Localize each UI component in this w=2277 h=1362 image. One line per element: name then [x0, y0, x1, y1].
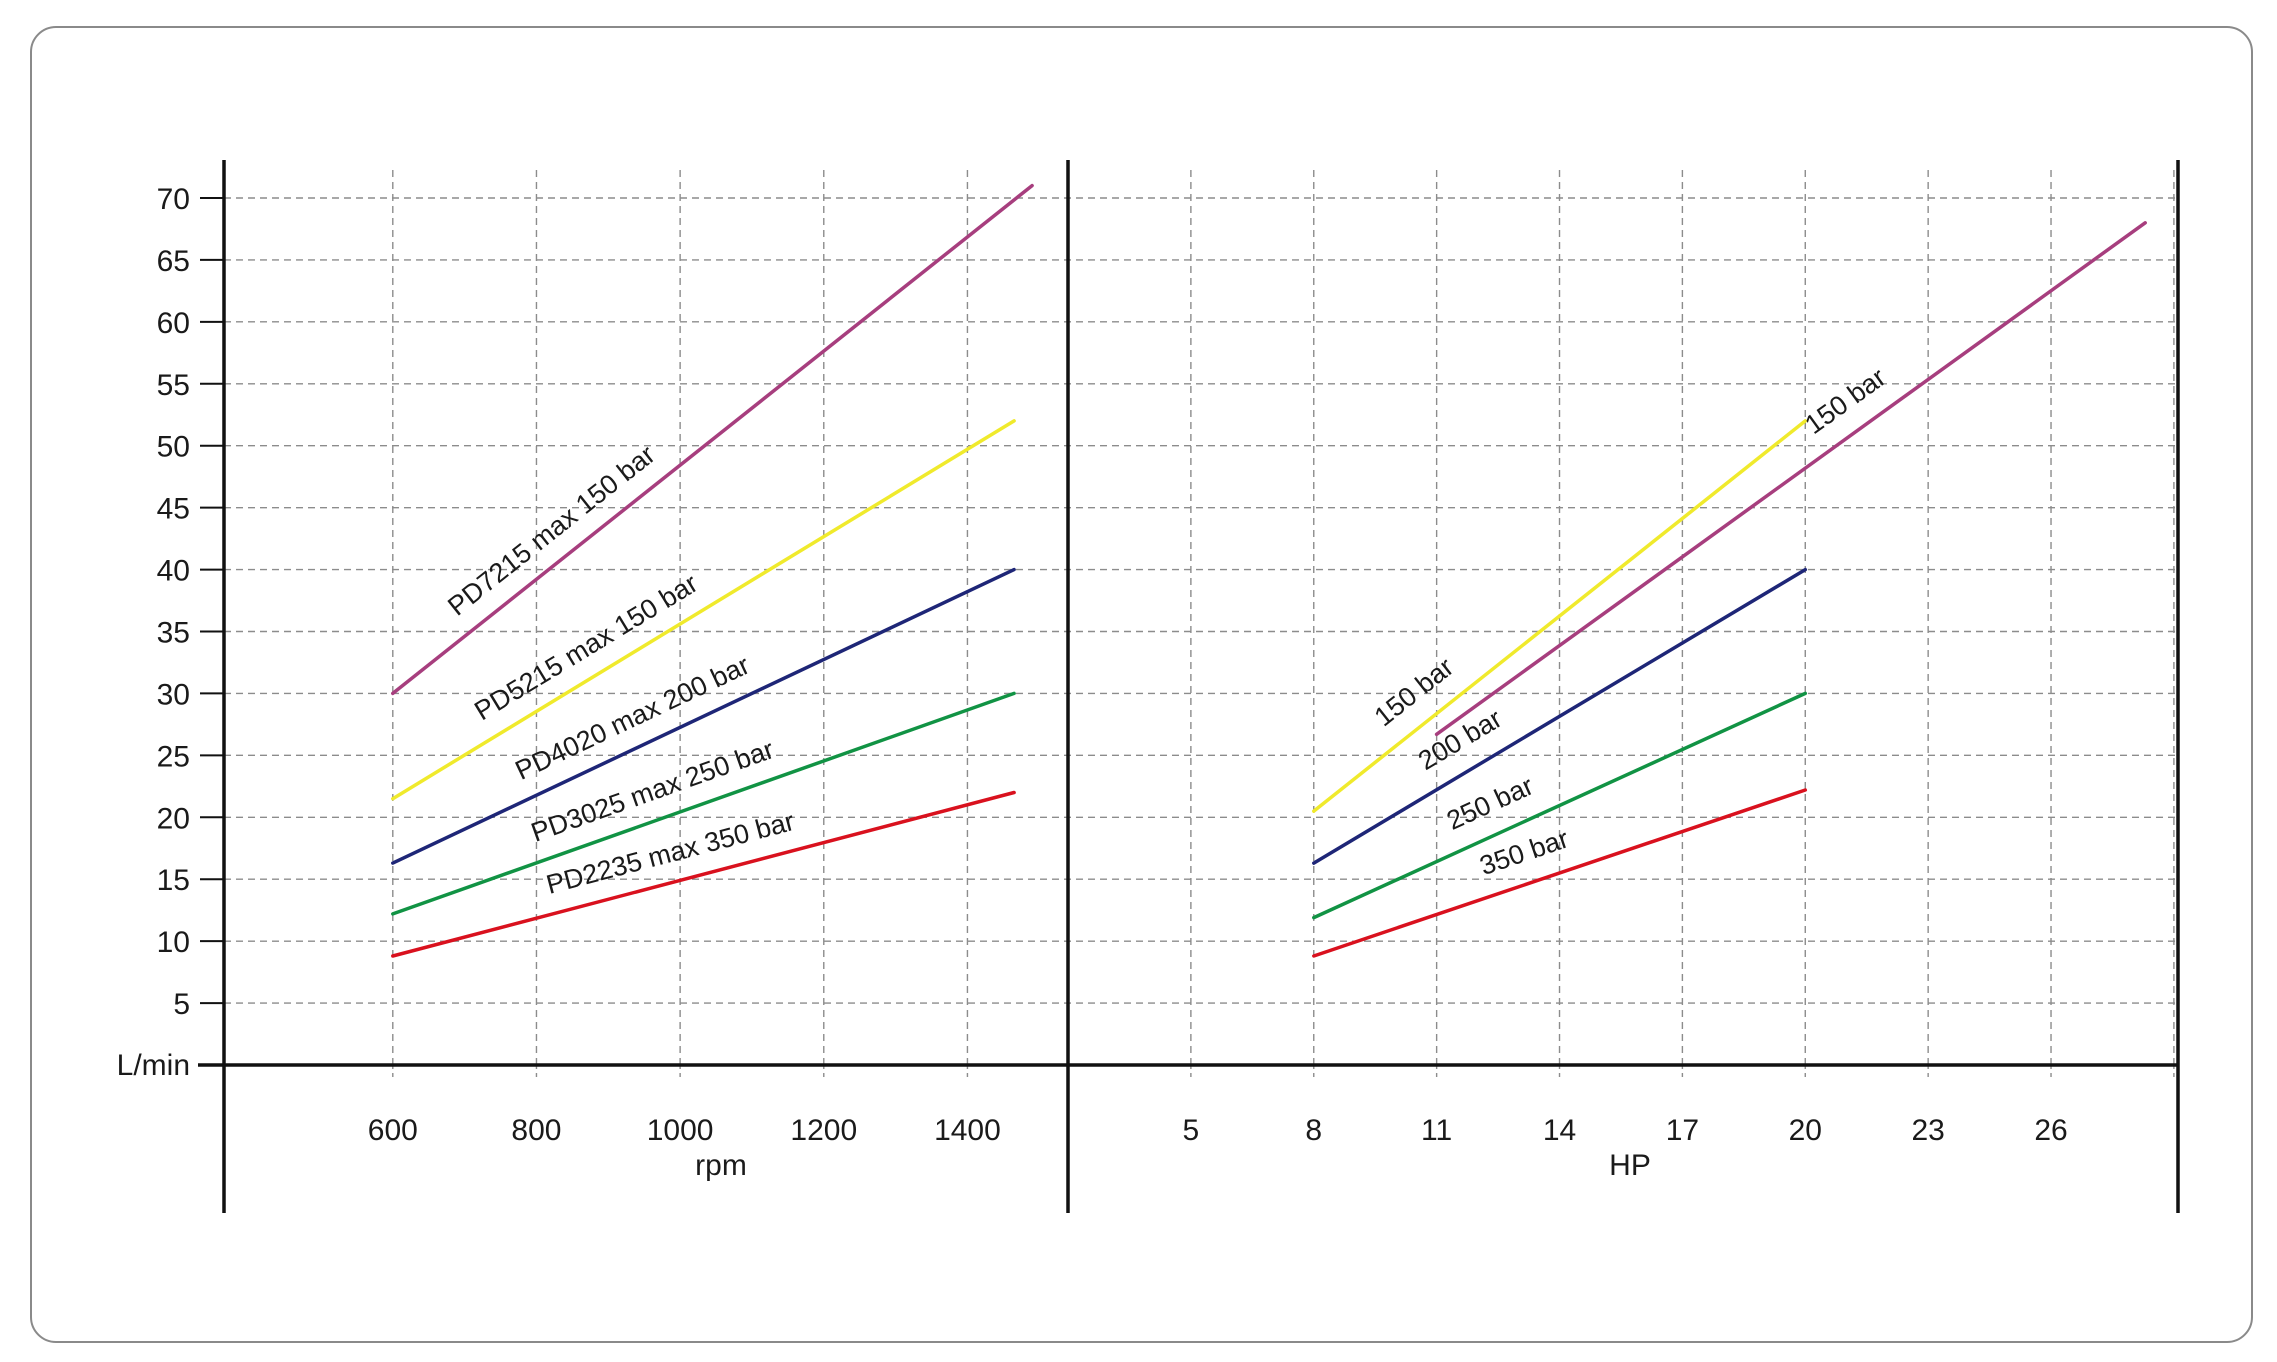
x-tick-label: 5	[1183, 1114, 1200, 1147]
y-tick-label: 70	[157, 183, 190, 216]
y-axis-title: L/min	[117, 1049, 190, 1082]
series-line	[1312, 567, 1808, 865]
x-tick-label: 20	[1789, 1114, 1822, 1147]
y-tick-label: 20	[157, 802, 190, 835]
y-tick-label: 35	[157, 617, 190, 650]
x-tick-label: 11	[1421, 1114, 1452, 1147]
series-line	[391, 419, 1016, 801]
x-tick-label: 23	[1911, 1114, 1944, 1147]
series-line	[1312, 419, 1808, 813]
series-line	[1312, 788, 1808, 958]
series-line	[1312, 691, 1808, 920]
y-tick-label: 50	[157, 431, 190, 464]
x-tick-label: 14	[1543, 1114, 1576, 1147]
series-label: 200 bar	[1413, 703, 1507, 776]
x-tick-label: 8	[1305, 1114, 1322, 1147]
series-label: 250 bar	[1442, 771, 1538, 836]
y-tick-label: 15	[157, 864, 190, 897]
series-line	[391, 183, 1034, 696]
y-tick-label: 10	[157, 926, 190, 959]
series-label: PD7215 max 150 bar	[442, 439, 660, 621]
x-tick-label: 1200	[790, 1114, 857, 1147]
x-axis-title: HP	[1609, 1149, 1651, 1182]
y-tick-label: 30	[157, 678, 190, 711]
x-tick-label: 17	[1666, 1114, 1699, 1147]
chart-card	[30, 26, 2253, 1343]
series-line	[391, 567, 1016, 865]
series-line	[391, 790, 1016, 958]
y-tick-label: 65	[157, 245, 190, 278]
series-label: 150 bar	[1799, 362, 1891, 440]
x-tick-label: 600	[368, 1114, 418, 1147]
x-axis-title: rpm	[695, 1149, 747, 1182]
y-tick-label: 5	[173, 988, 190, 1021]
y-tick-label: 25	[157, 740, 190, 773]
x-tick-label: 1000	[647, 1114, 714, 1147]
y-tick-label: 45	[157, 493, 190, 526]
series-line	[1434, 221, 2147, 737]
series-line	[391, 691, 1016, 916]
x-tick-label: 800	[511, 1114, 561, 1147]
y-tick-label: 60	[157, 307, 190, 340]
x-tick-label: 26	[2034, 1114, 2067, 1147]
x-tick-label: 1400	[934, 1114, 1001, 1147]
y-tick-label: 40	[157, 555, 190, 588]
y-tick-label: 55	[157, 369, 190, 402]
series-label: 150 bar	[1369, 652, 1459, 732]
